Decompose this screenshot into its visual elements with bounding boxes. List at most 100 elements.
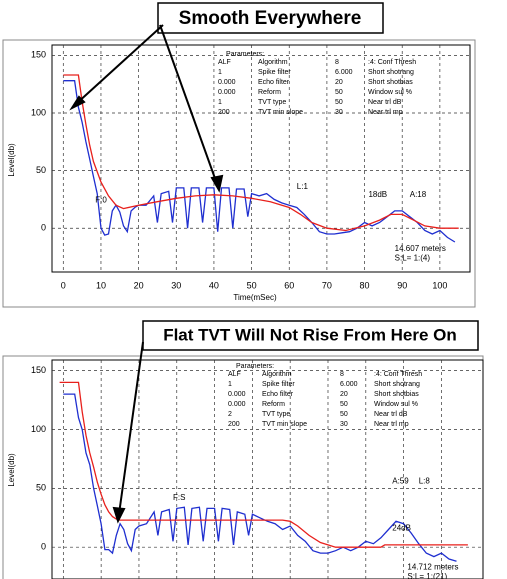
y-tick-label: 100	[31, 107, 46, 117]
parameter-cell: 20	[340, 391, 348, 398]
parameter-cell: 0.000	[218, 89, 236, 96]
annotation: F:0	[95, 196, 107, 205]
y-axis-label: Level(db)	[7, 143, 16, 177]
parameter-cell: 20	[335, 79, 343, 86]
parameter-cell: Short shotbias	[368, 79, 413, 86]
parameter-cell: Reform	[262, 401, 285, 408]
parameter-cell: 2	[228, 411, 232, 418]
parameter-cell: 50	[340, 411, 348, 418]
parameter-cell: Near trl dB	[374, 411, 408, 418]
parameters-title: Parameters:	[226, 51, 264, 58]
arrow	[118, 341, 144, 515]
annotation: L:8	[419, 476, 431, 485]
parameter-cell: Spike filter	[258, 69, 291, 76]
parameter-cell: Echo filter	[262, 391, 294, 398]
arrow-head	[69, 95, 86, 111]
callout-box	[157, 2, 384, 34]
arrows	[69, 24, 224, 524]
parameter-cell: 6.000	[340, 381, 358, 388]
parameter-cell: Echo filter	[258, 79, 290, 86]
annotation: 24dB	[392, 523, 411, 532]
parameter-cell: 1	[218, 99, 222, 106]
arrow-head	[210, 174, 224, 193]
annotation: A:59	[392, 476, 409, 485]
callout-text: Flat TVT Will Not Rise From Here On	[163, 325, 457, 344]
x-tick-label: 50	[247, 280, 257, 290]
annotation: L:1	[297, 182, 309, 191]
x-tick-label: 0	[61, 280, 66, 290]
parameter-cell: 30	[340, 421, 348, 428]
annotation: 18dB	[368, 190, 387, 199]
x-tick-label: 80	[360, 280, 370, 290]
parameter-cell: 0.000	[228, 391, 246, 398]
series-line	[59, 381, 468, 548]
x-tick-label: 70	[322, 280, 332, 290]
parameter-cell: TVT type	[262, 411, 290, 418]
parameter-cell: ALF	[228, 371, 241, 378]
callout-box	[142, 320, 479, 351]
parameter-cell: Window sul %	[374, 401, 418, 408]
parameter-cell: :4: Conf Thresh	[374, 371, 422, 378]
parameter-cell: 8	[335, 59, 339, 66]
y-tick-label: 100	[31, 424, 46, 434]
annotation: F:S	[173, 493, 185, 502]
parameter-cell: 200	[228, 421, 240, 428]
arrow-head	[112, 506, 126, 524]
plot-area	[51, 359, 484, 579]
parameter-cell: 200	[218, 109, 230, 116]
parameter-cell: ALF	[218, 59, 231, 66]
arrow	[75, 24, 164, 105]
series-line	[63, 74, 459, 232]
parameter-cell: :4: Conf Thresh	[368, 59, 416, 66]
x-tick-label: 60	[284, 280, 294, 290]
parameter-cell: 50	[335, 99, 343, 106]
y-tick-label: 50	[36, 483, 46, 493]
annotation: S:L= 1:(21)	[407, 572, 447, 579]
parameter-cell: 30	[335, 109, 343, 116]
y-axis-label: Level(db)	[7, 453, 16, 487]
parameter-cell: Reform	[258, 89, 281, 96]
annotation: S:L= 1:(4)	[395, 253, 431, 262]
parameter-cell: Window sul %	[368, 89, 412, 96]
parameter-cell: Near trl mp	[374, 421, 409, 428]
parameter-cell: Short shotbias	[374, 391, 419, 398]
annotation: 14.607 meters	[395, 244, 446, 253]
y-tick-label: 150	[31, 365, 46, 375]
parameter-cell: TVT min slope	[258, 109, 303, 116]
x-axis-label: Time(mSec)	[233, 293, 277, 302]
y-tick-label: 50	[36, 165, 46, 175]
parameter-cell: 1	[218, 69, 222, 76]
parameter-cell: TVT min slope	[262, 421, 307, 428]
y-tick-label: 0	[41, 542, 46, 552]
parameters-title: Parameters:	[236, 363, 274, 370]
parameter-cell: Spike filter	[262, 381, 295, 388]
parameter-cell: TVT type	[258, 99, 286, 106]
y-tick-label: 0	[41, 223, 46, 233]
parameter-cell: 50	[335, 89, 343, 96]
arrow	[159, 24, 218, 185]
callout-text: Smooth Everywhere	[179, 8, 362, 29]
parameter-cell: Near trl dB	[368, 99, 402, 106]
series-line	[63, 393, 457, 562]
parameter-cell: 1	[228, 381, 232, 388]
x-tick-label: 90	[397, 280, 407, 290]
annotation: 14.712 meters	[407, 562, 458, 571]
x-tick-label: 100	[432, 280, 447, 290]
x-tick-label: 40	[209, 280, 219, 290]
parameter-cell: Near trl mp	[368, 109, 403, 116]
parameter-cell: 8	[340, 371, 344, 378]
parameter-cell: Short shotrang	[368, 69, 414, 76]
plot-area	[51, 44, 471, 273]
y-tick-label: 150	[31, 50, 46, 60]
series-line	[63, 80, 456, 243]
x-tick-label: 20	[134, 280, 144, 290]
parameter-cell: Algorithm	[262, 371, 292, 378]
x-tick-label: 10	[96, 280, 106, 290]
parameter-cell: 6.000	[335, 69, 353, 76]
parameter-cell: 0.000	[228, 401, 246, 408]
parameter-cell: Algorithm	[258, 59, 288, 66]
annotation: A:18	[410, 190, 427, 199]
